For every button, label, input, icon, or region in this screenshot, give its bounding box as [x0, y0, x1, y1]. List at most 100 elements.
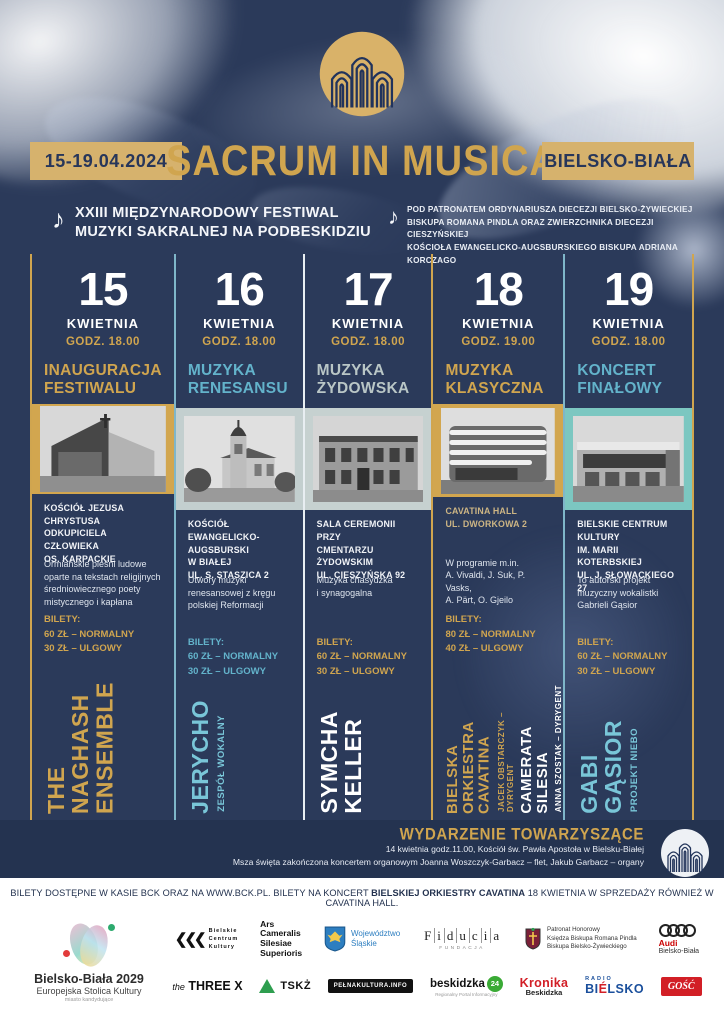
logo-wojewodztwo-slaskie: Województwo Śląskie	[324, 926, 400, 952]
logo-gosc: GOŚĆ	[660, 976, 702, 996]
bishop-crest-icon	[525, 927, 541, 950]
tskz-triangle-icon	[259, 979, 276, 993]
partner-logos: Bielsko-Biała 2029 Europejska Stolica Ku…	[0, 908, 724, 1008]
bb2029-title: Bielsko-Biała 2029	[34, 971, 144, 986]
bb2029-mark-icon	[61, 919, 117, 970]
day-category: MUZYKA KLASYCZNA	[445, 362, 544, 397]
festival-subtitle-block: ♪ XXIII MIĘDZYNARODOWY FESTIWAL MUZYKI S…	[52, 204, 371, 242]
tickets-line-bold: BIELSKIEJ ORKIESTRY CAVATINA	[371, 888, 526, 898]
logo-kronika-beskidzka: Kronika Beskidzka	[520, 976, 569, 997]
bb2029-subtitle: Europejska Stolica Kultury	[36, 985, 142, 996]
description: W programie m.in. A. Vivaldi, J. Suk, P.…	[445, 557, 526, 606]
venue-photo	[312, 416, 424, 502]
patronat-label: Patronat Honorowy Księdza Biskupa Romana…	[546, 926, 637, 951]
bck-label: Bielskie Centrum Kultury	[208, 927, 239, 951]
kronika-sub: Beskidzka	[525, 987, 563, 997]
footer: BILETY DOSTĘPNE W KASIE BCK ORAZ NA WWW.…	[0, 878, 724, 1024]
day-month: KWIETNIA	[66, 316, 140, 331]
venue: SALA CEREMONII PRZY CMENTARZU ŻYDOWSKIM …	[316, 519, 406, 580]
glow-decoration	[634, 190, 724, 310]
day-time: GODZ. 18.00	[65, 336, 140, 348]
tickets-line-part1: BILETY DOSTĘPNE W KASIE BCK ORAZ NA WWW.…	[10, 888, 372, 898]
festival-title: SACRUM IN MUSICA	[166, 138, 558, 186]
side-event-title: WYDARZENIE TOWARZYSZĄCE	[399, 825, 644, 844]
day-column-17: 17 KWIETNIA GODZ. 18.00 MUZYKA ŻYDOWSKA	[302, 254, 432, 820]
music-note-icon: ♪	[52, 204, 65, 234]
artist-name-2: CAMERATA SILESIA	[517, 726, 551, 815]
fiducia-sub: FUNDACJA	[439, 945, 485, 951]
artist-area: SYMCHA KELLER	[315, 685, 432, 814]
day-time: GODZ. 18.00	[202, 336, 277, 348]
angel-wing-left	[0, 0, 281, 227]
tickets: BILETY: 60 ZŁ – NORMALNY 30 ZŁ – ULGOWY	[316, 637, 407, 677]
day-month: KWIETNIA	[592, 316, 665, 331]
logo-audi: Audi Bielsko-Biała	[658, 923, 699, 955]
logo-radio-bielsko: RADIO BIÉLSKO	[585, 976, 644, 996]
threex-the: the	[172, 982, 185, 992]
artist-subtitle: ZESPÓŁ WOKALNY	[215, 715, 227, 812]
tskz-name: TSKŻ	[280, 980, 312, 992]
day-category: KONCERT FINAŁOWY	[577, 362, 663, 397]
day-number: 16	[214, 263, 265, 315]
glow-decoration	[464, 520, 684, 780]
venue-photo	[183, 416, 295, 502]
music-note-icon: ♪	[388, 204, 399, 229]
artist-area: THE NAGHASH ENSEMBLE	[43, 662, 174, 814]
logo-ars-cameralis: Ars Cameralis Silesiae Superioris	[260, 918, 303, 958]
tickets: BILETY: 60 ZŁ – NORMALNY 30 ZŁ – ULGOWY	[577, 637, 668, 677]
logo-beskidzka24: beskidzka 24 Regionalny Portal Informacy…	[429, 975, 503, 997]
threex-name: THREE X	[188, 979, 243, 993]
day-column-16: 16 KWIETNIA GODZ. 18.00 MUZYKA RENESANSU	[173, 254, 303, 820]
program-columns: 15 KWIETNIA GODZ. 18.00 INAUGURACJA FEST…	[30, 254, 694, 820]
beskidzka-24-badge: 24	[486, 975, 503, 992]
tickets: BILETY: 60 ZŁ – NORMALNY 30 ZŁ – ULGOWY	[44, 614, 135, 654]
festival-subtitle: XXIII MIĘDZYNARODOWY FESTIWAL MUZYKI SAK…	[75, 205, 371, 240]
beskidzka-name: beskidzka	[429, 977, 485, 990]
description: Muzyka chasydzka i synagogalna	[316, 575, 393, 598]
day-time: GODZ. 18.00	[331, 336, 405, 348]
description: To autorski projekt muzyczny wokalistki …	[577, 575, 659, 611]
venue: CAVATINA HALL UL. DWORKOWA 2	[445, 506, 528, 529]
ars-label: Ars Cameralis Silesiae Superioris	[260, 918, 303, 958]
day-number: 19	[604, 263, 654, 315]
artist-name: BIELSKA ORKIESTRA CAVATINA	[444, 721, 493, 815]
organ-logo-icon	[660, 828, 710, 878]
day-category: INAUGURACJA FESTIWALU	[44, 362, 162, 397]
logo-pelnakultura: PEŁNAKULTURA.INFO	[327, 979, 414, 993]
logo-row-1: ❮❮❮ Bielskie Centrum Kultury Ars Cameral…	[164, 914, 710, 964]
day-time: GODZ. 18.00	[591, 336, 666, 348]
tickets: BILETY: 80 ZŁ – NORMALNY 40 ZŁ – ULGOWY	[445, 614, 536, 654]
artist-area: GABI GĄSIOR PROJEKT NIEBO	[576, 685, 692, 814]
day-month: KWIETNIA	[331, 316, 405, 331]
audi-rings-icon	[658, 923, 699, 937]
day-time: GODZ. 19.00	[461, 336, 536, 348]
logo-threex: the THREE X	[172, 979, 242, 993]
photo-band	[565, 408, 692, 510]
slaskie-label: Województwo Śląskie	[351, 929, 401, 948]
logo-bck: ❮❮❮ Bielskie Centrum Kultury	[175, 927, 238, 952]
day-column-15: 15 KWIETNIA GODZ. 18.00 INAUGURACJA FEST…	[30, 254, 174, 820]
dates-badge: 15-19.04.2024	[30, 142, 182, 180]
day-number: 18	[473, 263, 524, 315]
artist-area: JERYCHO ZESPÓŁ WOKALNY	[186, 685, 303, 814]
beskidzka-sub: Regionalny Portal Informacyjny	[435, 991, 498, 997]
venue-photo	[441, 407, 556, 494]
artist-name: GABI GĄSIOR	[576, 720, 627, 814]
slaskie-crest-icon	[324, 926, 346, 952]
artist-name: JERYCHO	[186, 700, 213, 814]
side-event-strip: WYDARZENIE TOWARZYSZĄCE 14 kwietnia godz…	[0, 820, 724, 878]
artist-name: SYMCHA KELLER	[315, 711, 366, 814]
artist-subtitle: PROJEKT NIEBO	[629, 727, 641, 812]
bck-chevrons-icon: ❮❮❮	[174, 931, 207, 948]
artist-area: BIELSKA ORKIESTRA CAVATINA JACEK OBSTARC…	[444, 662, 564, 815]
artist-subtitle-2: ANNA SZOSTAK – DYRYGENT	[554, 684, 564, 813]
day-number: 17	[343, 263, 393, 315]
venue-photo	[573, 416, 684, 502]
tickets: BILETY: 60 ZŁ – NORMALNY 30 ZŁ – ULGOWY	[187, 637, 279, 677]
day-month: KWIETNIA	[462, 316, 535, 331]
day-column-19: 19 KWIETNIA GODZ. 18.00 KONCERT FINAŁOWY	[563, 254, 694, 820]
photo-band	[304, 408, 432, 510]
day-month: KWIETNIA	[203, 316, 276, 331]
radio-name: BIÉLSKO	[585, 982, 645, 996]
